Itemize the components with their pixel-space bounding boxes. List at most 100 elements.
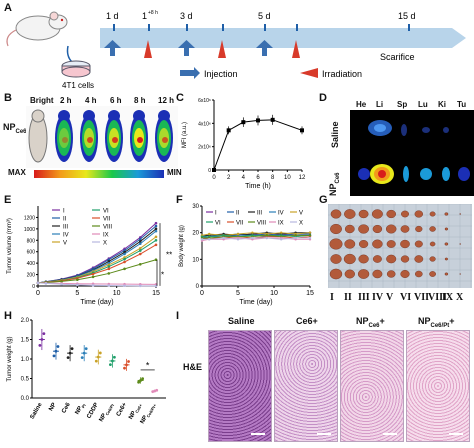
tumor-sample xyxy=(400,270,410,278)
mouse-fluorescence-row xyxy=(26,106,178,168)
data-point xyxy=(138,242,142,246)
y-tick-label: 1.0 xyxy=(21,357,30,363)
tumor-sample xyxy=(330,223,342,235)
category-label: NP xyxy=(48,402,57,412)
data-point xyxy=(70,347,74,351)
panel-d-letter: D xyxy=(319,92,327,104)
x-tick-label: 10 xyxy=(284,175,291,181)
time-2h: 2 h xyxy=(60,96,72,105)
x-tick-label: 12 xyxy=(299,175,306,181)
panel-g-letter: G xyxy=(319,194,328,206)
data-point xyxy=(36,281,40,285)
data-point xyxy=(82,351,86,355)
legend-label: VIII xyxy=(257,221,266,227)
data-point xyxy=(236,232,240,236)
day-5-label: 5 d xyxy=(258,11,271,21)
panel-c-letter: C xyxy=(176,92,184,104)
data-point xyxy=(107,272,111,275)
x-tick-label: 5 xyxy=(236,290,240,297)
x-tick-label: 10 xyxy=(113,290,121,297)
x-tick-label: 10 xyxy=(270,290,278,297)
signal-outer xyxy=(57,120,71,156)
data-point xyxy=(222,236,225,240)
tumor-group-label: VIII xyxy=(428,292,447,303)
time-12h: 12 h xyxy=(158,96,175,105)
tumor-signal xyxy=(87,137,93,143)
data-point xyxy=(270,117,275,122)
tumor-sample xyxy=(444,242,449,246)
tumor-group-label: I xyxy=(330,292,334,303)
irradiation-label: Irradiation xyxy=(322,69,362,79)
data-point xyxy=(123,252,126,256)
data-point xyxy=(265,236,268,240)
data-point xyxy=(265,234,268,237)
tumor-sample xyxy=(444,227,449,231)
mouse-head xyxy=(58,110,70,122)
category-label: Ce6 xyxy=(61,401,72,414)
category-label: Ce6+ xyxy=(116,402,129,418)
y-tick-label: 1.5 xyxy=(21,338,30,344)
panel-a-timeline: 4T1 cells 1 d 1 +8 h 3 d 5 d 15 d Scarif… xyxy=(6,10,466,90)
tumor-sample xyxy=(330,254,342,264)
category-sub: Ce6/Pt+ xyxy=(146,402,158,418)
time-4h: 4 h xyxy=(85,96,97,105)
data-point xyxy=(138,246,142,250)
legend-label: IV xyxy=(278,211,284,217)
legend-label: VI xyxy=(215,221,221,227)
legend-label: III xyxy=(257,211,262,217)
y-tick-label: 1000 xyxy=(24,227,35,233)
legend-label: IX xyxy=(278,221,284,227)
panel-i-letter: I xyxy=(176,310,180,322)
data-point xyxy=(113,355,116,359)
mouse-head xyxy=(158,110,170,122)
tumor-photograph xyxy=(328,204,472,288)
tumor-sample xyxy=(459,243,461,245)
data-point xyxy=(308,236,312,240)
he-saline-image xyxy=(208,330,272,442)
category-label: CDDP xyxy=(86,402,100,420)
y-tick-label: 2.0 xyxy=(21,318,30,324)
data-point xyxy=(40,338,44,341)
sig-label: * xyxy=(161,270,164,279)
tumor-sample xyxy=(444,212,449,216)
tumor-sample xyxy=(414,210,424,218)
tumor-group-label: IV xyxy=(372,292,384,303)
x-tick-label: 2 xyxy=(227,175,231,181)
legend-label: II xyxy=(236,211,240,217)
data-point xyxy=(154,224,158,228)
y-tick-label: 1200 xyxy=(24,215,35,221)
legend-label: II xyxy=(63,217,67,223)
data-point xyxy=(138,237,142,241)
data-point xyxy=(280,231,283,234)
data-point xyxy=(236,238,240,241)
y-tick-label: 200 xyxy=(27,273,36,279)
he-ce6-image xyxy=(274,330,338,442)
tumor-signal xyxy=(112,137,118,143)
tumor-sample xyxy=(415,225,423,233)
mouse-illustration xyxy=(6,11,73,63)
tumor-sample xyxy=(343,253,356,265)
scale-bar xyxy=(383,433,397,435)
data-point xyxy=(80,356,84,360)
legend-label: X xyxy=(103,241,107,247)
cell-label: 4T1 cells xyxy=(62,81,94,90)
organ-tu: Tu xyxy=(457,100,467,109)
legend-irradiation xyxy=(300,68,318,78)
y-axis-label: MFI (a.u.) xyxy=(182,122,188,148)
x-axis-label: Time (day) xyxy=(80,299,113,306)
series-line-I xyxy=(37,222,157,284)
legend-label: VIII xyxy=(103,225,112,231)
y-tick-label: 800 xyxy=(27,238,36,244)
legend-label: III xyxy=(63,225,68,231)
data-point xyxy=(256,118,260,123)
data-point xyxy=(138,240,142,243)
x-tick-label: 15 xyxy=(306,290,314,297)
y-tick-label: 400 xyxy=(27,261,36,267)
y-tick-label: 20 xyxy=(192,231,199,237)
data-point xyxy=(44,282,48,285)
data-point xyxy=(91,284,95,287)
tumor-group-label: IX xyxy=(442,292,454,303)
data-point xyxy=(300,128,304,133)
data-point xyxy=(60,282,63,286)
he-col-npce6: NPCe6+ xyxy=(356,316,385,329)
